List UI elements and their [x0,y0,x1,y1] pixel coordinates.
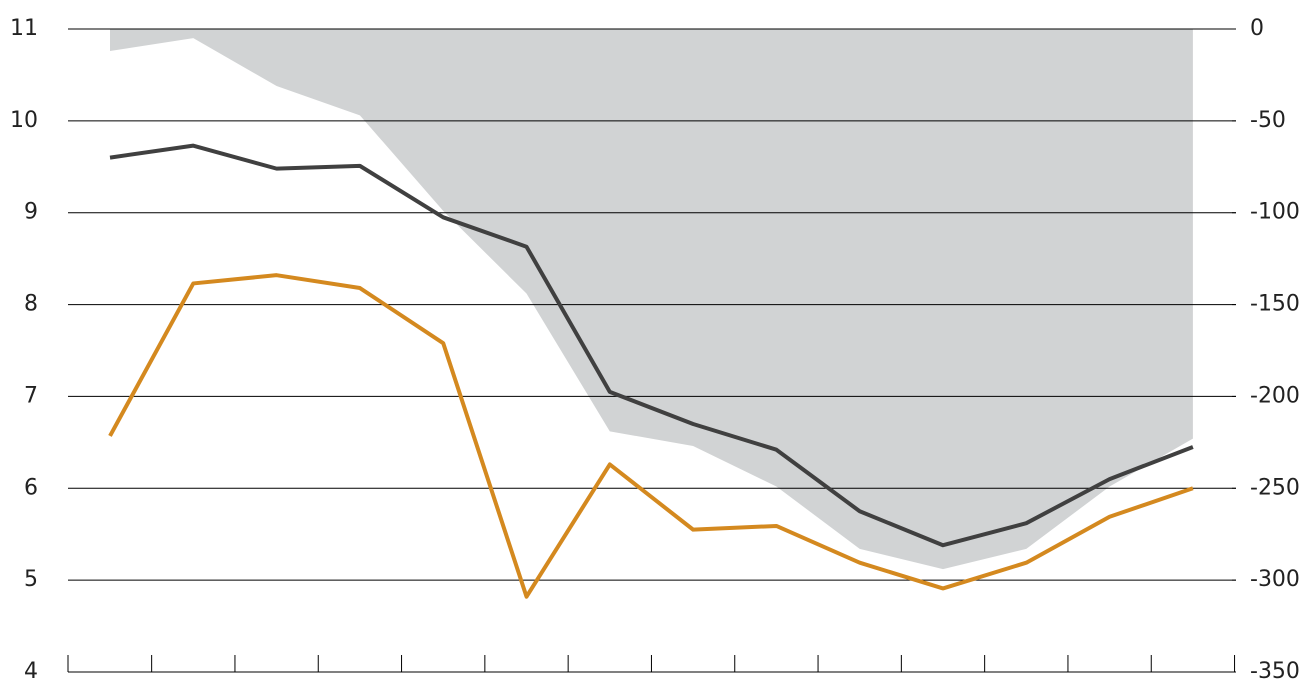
y-tick-label: 6 [24,475,38,500]
y2-tick-label: -300 [1250,567,1300,592]
y-tick-label: 9 [24,200,38,225]
y2-tick-label: -150 [1250,292,1300,317]
y2-tick-label: -250 [1250,475,1300,500]
y-tick-label: 5 [24,567,38,592]
y-tick-label: 7 [24,383,38,408]
y-tick-label: 10 [10,108,38,133]
y2-tick-label: 0 [1250,16,1264,41]
y2-tick-label: -100 [1250,200,1300,225]
area [110,29,1193,570]
y-tick-label: 8 [24,292,38,317]
y2-tick-label: -200 [1250,383,1300,408]
line [108,273,1194,599]
y2-tick-label: -350 [1250,659,1300,683]
y2-tick-label: -50 [1250,108,1286,133]
y-tick-label: 4 [24,659,38,683]
line [109,143,1194,548]
y-tick-label: 11 [10,16,38,41]
